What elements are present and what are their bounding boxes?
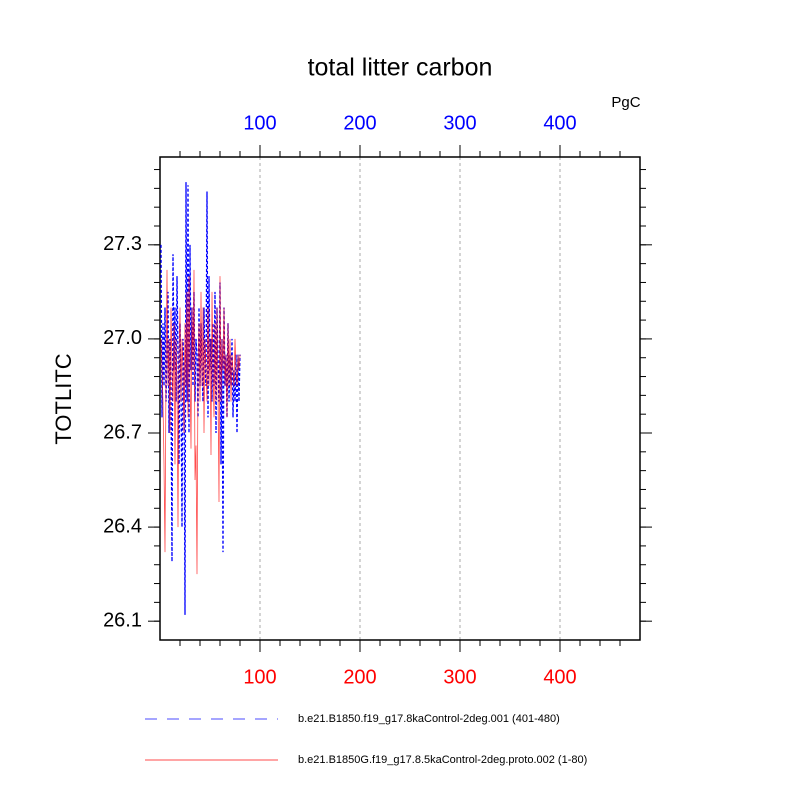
x2-tick-label: 200 <box>343 112 376 134</box>
x-tick-label: 200 <box>343 666 376 688</box>
chart-title: total litter carbon <box>308 54 493 82</box>
y-tick-label: 27.0 <box>103 327 142 349</box>
units-label: PgC <box>611 94 640 111</box>
x-tick-label: 300 <box>443 666 476 688</box>
y-tick-label: 26.1 <box>103 609 142 631</box>
legend-label: b.e21.B1850G.f19_g17.8.5kaControl-2deg.p… <box>298 754 587 766</box>
x2-tick-label: 300 <box>443 112 476 134</box>
x-tick-label: 100 <box>243 666 276 688</box>
y-tick-label: 26.4 <box>103 515 142 537</box>
y-tick-label: 26.7 <box>103 421 142 443</box>
series-line <box>160 269 241 575</box>
y-tick-label: 27.3 <box>103 233 142 255</box>
x2-tick-label: 400 <box>543 112 576 134</box>
plot-frame <box>159 156 641 641</box>
legend-label: b.e21.B1850.f19_g17.8kaControl-2deg.001 … <box>298 713 560 725</box>
x2-tick-label: 100 <box>243 112 276 134</box>
x-tick-label: 400 <box>543 666 576 688</box>
y-axis-label: TOTLITC <box>51 353 76 444</box>
